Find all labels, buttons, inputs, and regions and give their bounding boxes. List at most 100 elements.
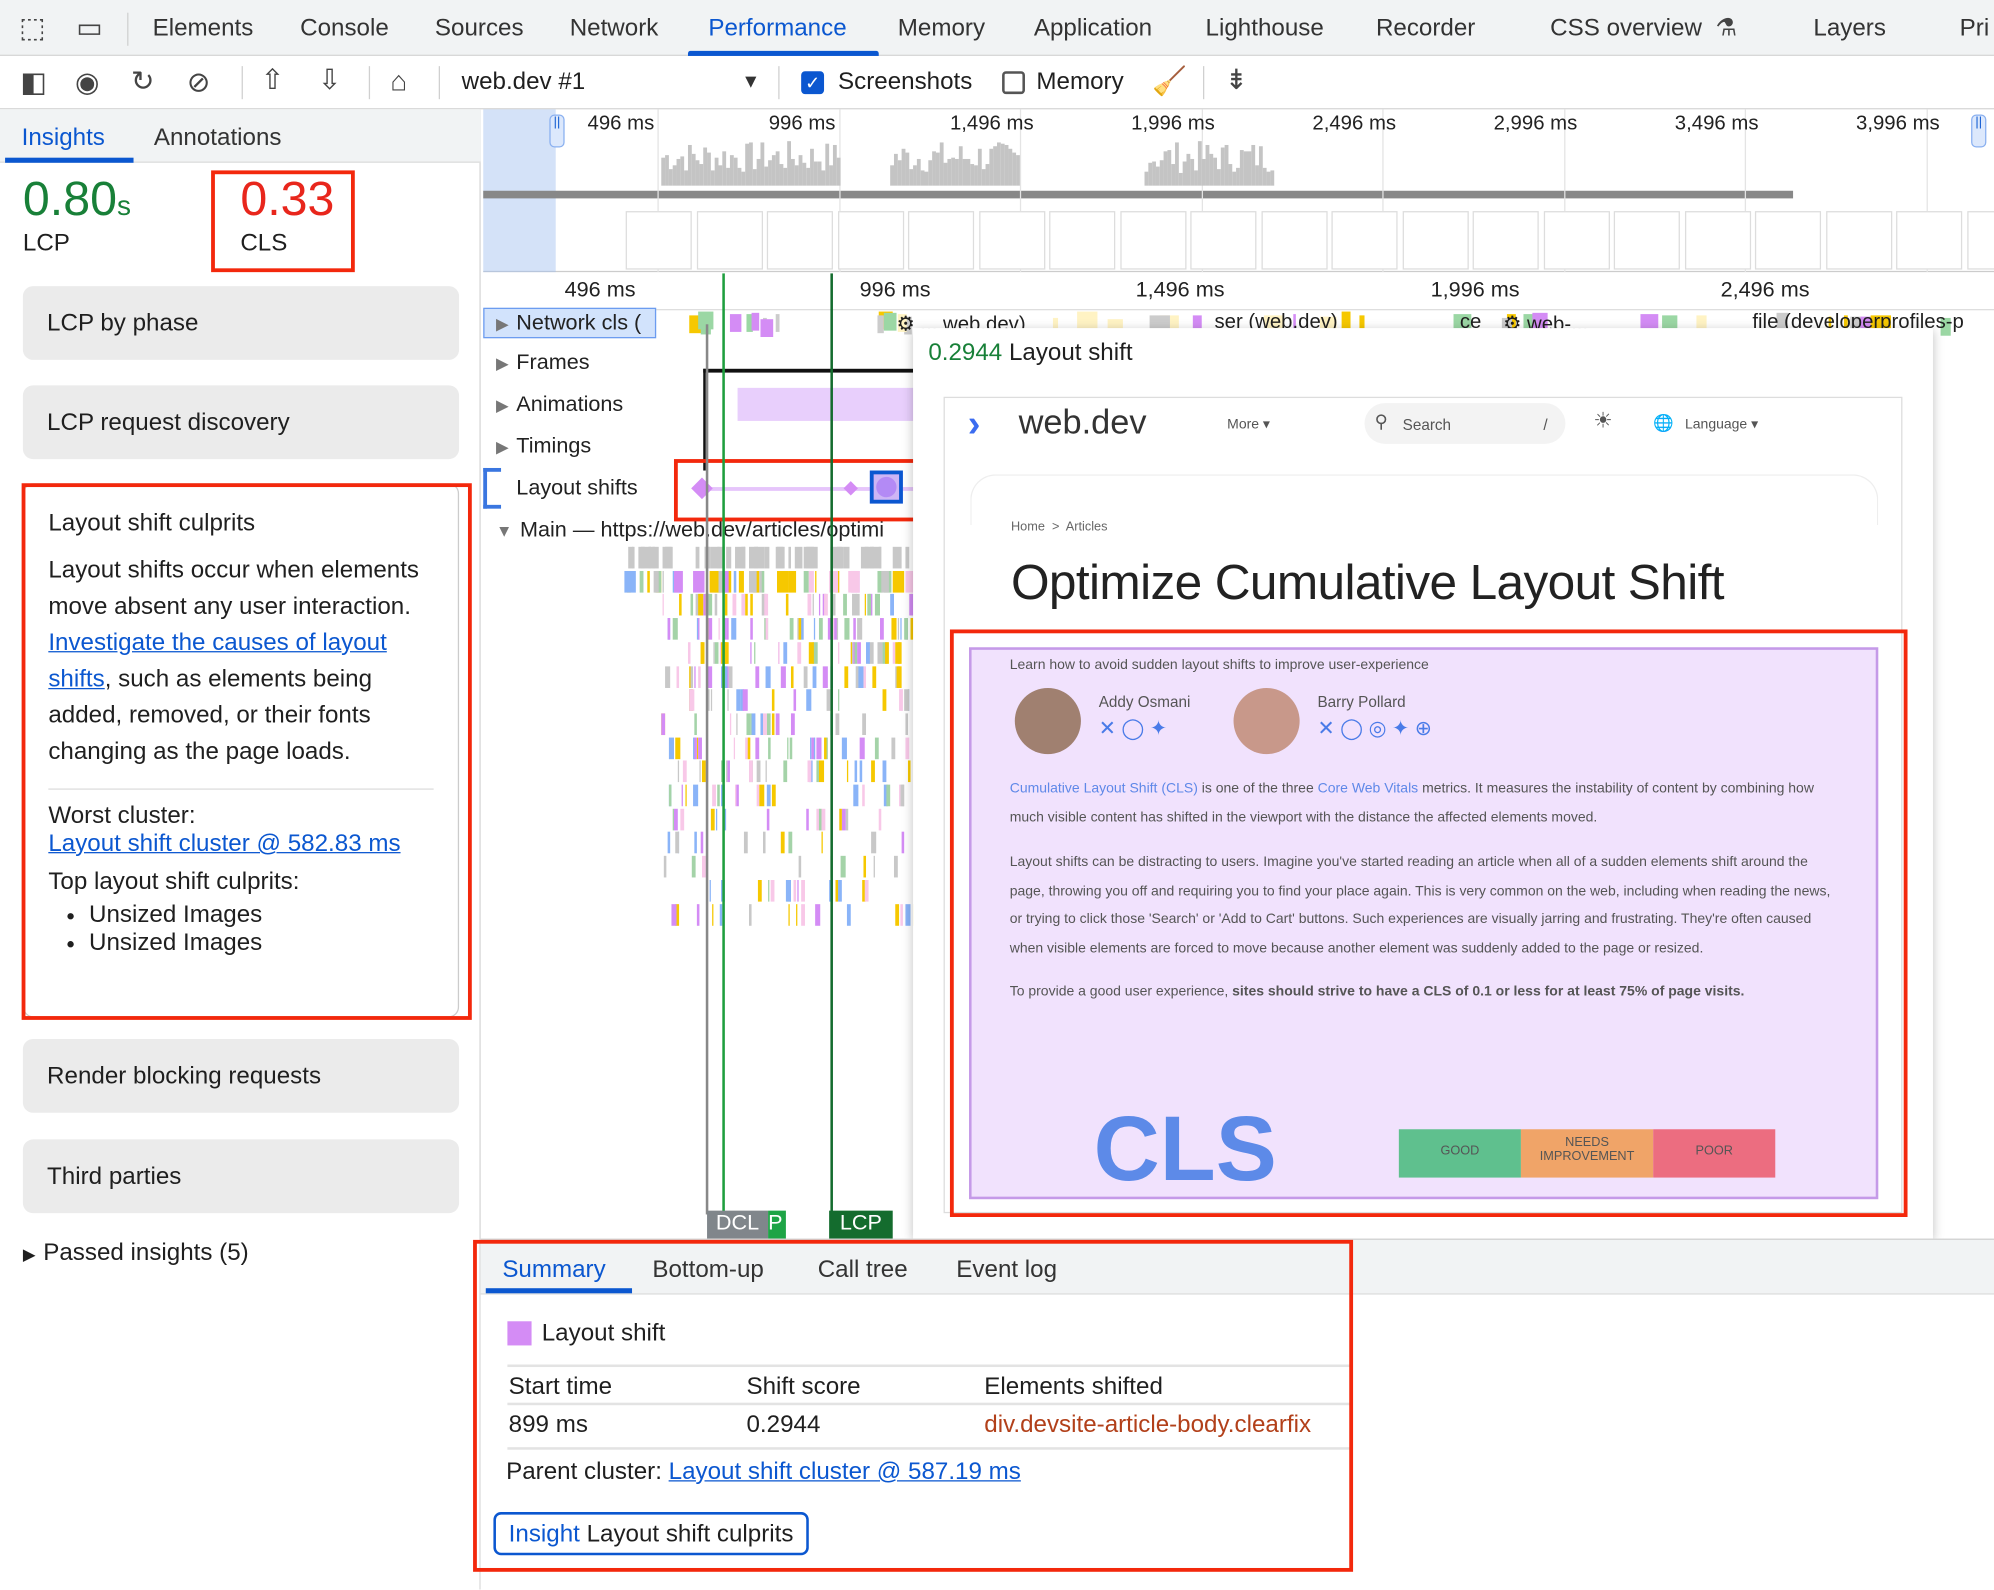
filmstrip-screenshot[interactable] (696, 211, 763, 270)
investigate-link[interactable]: Investigate the causes of layout shifts (48, 629, 387, 693)
dcl-marker[interactable]: DCL (707, 1210, 769, 1239)
network-request-bar[interactable] (1341, 311, 1352, 330)
insight-render-blocking[interactable]: Render blocking requests (22, 1038, 460, 1113)
network-request-bar[interactable] (1359, 314, 1365, 333)
tab-css-overview[interactable]: CSS overview (1550, 15, 1702, 42)
network-request-bar[interactable] (1940, 318, 1951, 337)
clear-icon[interactable]: ⊘ (186, 66, 211, 98)
filmstrip-screenshot[interactable] (1613, 211, 1680, 270)
parent-cluster-link[interactable]: Layout shift cluster @ 587.19 ms (668, 1458, 1021, 1486)
filmstrip-screenshot[interactable] (1754, 211, 1822, 270)
device-toolbar-icon[interactable]: ▭ (76, 11, 103, 44)
network-request-bar[interactable] (1860, 316, 1871, 335)
network-request-bar[interactable] (1639, 313, 1659, 332)
track-layout-shifts[interactable]: Layout shifts (516, 475, 638, 500)
network-request-bar[interactable] (897, 314, 908, 332)
filmstrip-screenshot[interactable] (1472, 211, 1539, 270)
insight-layout-shift-culprits[interactable]: Layout shift culprits Layout shifts occu… (22, 483, 460, 1018)
insight-chip-button[interactable]: Insight Layout shift culprits (493, 1512, 809, 1556)
insight-third-parties[interactable]: Third parties (22, 1139, 460, 1214)
tab-console[interactable]: Console (300, 15, 389, 42)
tab-memory[interactable]: Memory (897, 15, 986, 42)
network-request-label[interactable]: ce (1459, 311, 1482, 334)
network-track-header[interactable] (483, 307, 657, 339)
network-request-bar[interactable] (1293, 314, 1297, 333)
range-handle-left[interactable]: || (549, 114, 565, 148)
network-request-bar[interactable] (904, 316, 912, 335)
filmstrip-screenshot[interactable] (1331, 211, 1398, 270)
network-request-label[interactable]: ser (web.dev) (1214, 311, 1338, 334)
filmstrip-screenshot[interactable] (1825, 211, 1892, 270)
network-request-bar[interactable] (1850, 316, 1862, 335)
tab-sources[interactable]: Sources (434, 15, 524, 42)
record-icon[interactable]: ◉ (75, 66, 100, 98)
network-request-bar[interactable] (877, 315, 884, 334)
tab-recorder[interactable]: Recorder (1375, 15, 1476, 42)
animation-bar[interactable] (737, 387, 916, 421)
network-request-bar[interactable] (746, 314, 753, 333)
cls-metric[interactable]: 0.33 CLS (240, 172, 335, 257)
tab-application[interactable]: Application (1033, 15, 1153, 42)
reload-record-icon[interactable]: ↻ (130, 64, 155, 97)
tab-performance[interactable]: Performance (708, 15, 847, 42)
network-request-bar[interactable] (1192, 315, 1202, 334)
filmstrip-screenshot[interactable] (1896, 211, 1963, 270)
flame-chart[interactable] (623, 546, 917, 1208)
lcp-marker[interactable]: LCP (829, 1210, 893, 1239)
collapse-icon[interactable]: ⇟ (1224, 63, 1249, 96)
network-request-bar[interactable] (1077, 311, 1098, 330)
tab-elements[interactable]: Elements (152, 15, 254, 42)
range-handle-right[interactable]: || (1971, 114, 1987, 148)
recording-select[interactable]: web.dev #1 (461, 68, 586, 96)
inspect-element-icon[interactable]: ⬚ (19, 11, 46, 44)
track-network[interactable]: ▶ Network cls ( (495, 310, 642, 335)
filmstrip-screenshot[interactable] (1966, 211, 1994, 270)
network-request-bar[interactable] (1828, 317, 1832, 335)
timeline-overview[interactable]: || || 496 ms 996 ms 1,496 ms 1,996 ms 2,496 … (483, 109, 1994, 273)
tab-insights[interactable]: Insights (21, 124, 105, 152)
network-request-bar[interactable] (1532, 312, 1548, 331)
network-request-bar[interactable] (884, 313, 897, 331)
network-request-bar[interactable] (761, 318, 774, 337)
toggle-sidebar-icon[interactable]: ◧ (20, 66, 47, 98)
tab-call-tree[interactable]: Call tree (817, 1256, 908, 1284)
passed-insights-toggle[interactable]: ▶ Passed insights (5) (22, 1239, 249, 1267)
tab-bottom-up[interactable]: Bottom-up (652, 1256, 764, 1284)
track-animations[interactable]: ▶ Animations (495, 391, 624, 416)
tab-summary[interactable]: Summary (502, 1256, 606, 1284)
memory-checkbox[interactable] (1002, 71, 1025, 95)
tab-annotations[interactable]: Annotations (153, 124, 282, 152)
network-request-bar[interactable] (730, 313, 742, 332)
dropdown-arrow-icon[interactable]: ▼ (741, 71, 761, 93)
home-icon[interactable]: ⌂ (390, 64, 408, 97)
garbage-collect-icon[interactable]: 🧹 (1152, 64, 1187, 97)
filmstrip-screenshot[interactable] (907, 211, 975, 270)
network-request-label[interactable]: file (developerprofiles-p (1752, 311, 1964, 334)
network-request-bar[interactable] (1696, 315, 1707, 334)
tab-privacy[interactable]: Pri (1959, 15, 1990, 42)
tab-layers[interactable]: Layers (1813, 15, 1886, 42)
network-request-bar[interactable] (751, 312, 760, 331)
filmstrip-screenshot[interactable] (1402, 211, 1469, 270)
network-request-bar[interactable] (1453, 314, 1472, 333)
network-request-bar[interactable] (697, 312, 714, 330)
track-frames[interactable]: ▶ Frames (495, 349, 590, 374)
filmstrip-screenshot[interactable] (766, 211, 833, 270)
insight-lcp-request-discovery[interactable]: LCP request discovery (22, 385, 460, 460)
tab-event-log[interactable]: Event log (956, 1256, 1058, 1284)
upload-icon[interactable]: ⇧ (260, 63, 285, 96)
network-request-bar[interactable] (1776, 312, 1788, 331)
filmstrip-screenshot[interactable] (978, 211, 1045, 270)
tab-lighthouse[interactable]: Lighthouse (1205, 15, 1324, 42)
fcp-marker[interactable]: P (768, 1210, 786, 1239)
network-request-bar[interactable] (1052, 317, 1058, 336)
filmstrip-screenshot[interactable] (1260, 211, 1327, 270)
filmstrip-screenshot[interactable] (1190, 211, 1257, 270)
network-request-bar[interactable] (1501, 317, 1512, 336)
tab-network[interactable]: Network (569, 15, 659, 42)
worst-cluster-link[interactable]: Layout shift cluster @ 582.83 ms (48, 830, 401, 858)
selected-layout-shift[interactable] (869, 470, 903, 504)
elements-shifted-link[interactable]: div.devsite-article-body.clearfix (984, 1411, 1312, 1439)
track-timings[interactable]: ▶ Timings (495, 433, 592, 458)
download-icon[interactable]: ⇩ (317, 63, 342, 96)
